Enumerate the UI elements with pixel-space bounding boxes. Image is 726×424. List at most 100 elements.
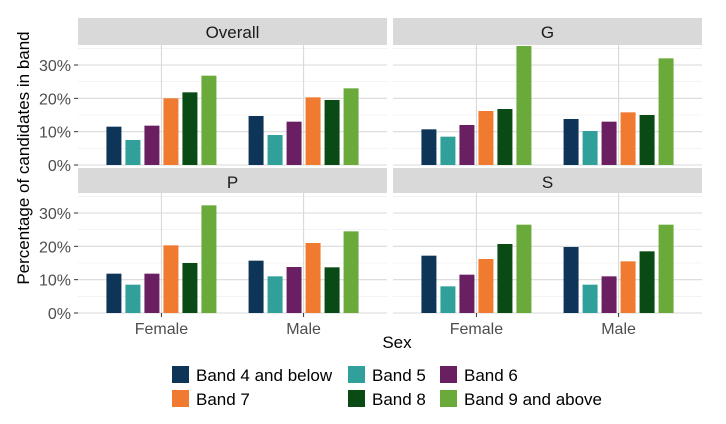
bar-band-4-and-below <box>106 273 122 313</box>
bar-band-7 <box>620 261 636 313</box>
legend-label: Band 8 <box>372 390 426 409</box>
legend-label: Band 9 and above <box>464 390 602 409</box>
bar-band-5 <box>440 136 456 165</box>
bar-band-7 <box>163 245 179 313</box>
legend-swatch <box>440 366 457 383</box>
bar-band-4-and-below <box>248 260 264 313</box>
bar-band-8 <box>497 109 513 165</box>
facet-panels: Overall G P S <box>78 18 702 314</box>
plot-panel <box>393 193 702 313</box>
bar-band-9-and-above <box>343 88 359 165</box>
legend-item: Band 9 and above <box>440 390 602 409</box>
legend: Band 4 and below Band 5 Band 6 Band 7 Band 8… <box>172 366 602 409</box>
facet-title: P <box>227 173 238 192</box>
bar-band-5 <box>440 286 456 313</box>
legend-item: Band 7 <box>172 390 250 409</box>
bar-band-6 <box>144 273 160 313</box>
bar-band-8 <box>324 100 340 165</box>
y-axis-title: Percentage of candidates in band <box>14 31 33 284</box>
legend-label: Band 4 and below <box>196 366 333 385</box>
facet-title: Overall <box>206 23 260 42</box>
x-tick-label: Female <box>135 321 188 338</box>
facet-strip <box>393 18 702 45</box>
bar-band-6 <box>459 125 475 165</box>
bar-band-8 <box>639 115 655 165</box>
legend-label: Band 6 <box>464 366 518 385</box>
facet-title: S <box>542 173 553 192</box>
bar-band-4-and-below <box>563 119 579 165</box>
plot-panel <box>78 193 387 313</box>
bar-band-6 <box>459 274 475 313</box>
legend-item: Band 5 <box>348 366 426 385</box>
legend-swatch <box>172 366 189 383</box>
y-tick-label: 30% <box>39 58 71 75</box>
bar-band-8 <box>182 92 198 165</box>
y-tick-label: 20% <box>39 91 71 108</box>
bar-band-7 <box>478 259 494 313</box>
facet-overall: Overall <box>78 18 387 166</box>
bar-band-5 <box>582 131 598 165</box>
bar-band-8 <box>182 263 198 313</box>
bar-band-9-and-above <box>658 58 674 166</box>
x-axis-title: Sex <box>382 333 412 352</box>
legend-label: Band 7 <box>196 390 250 409</box>
bar-band-9-and-above <box>201 75 217 165</box>
bar-band-6 <box>144 125 160 165</box>
bar-band-4-and-below <box>421 255 437 313</box>
legend-item: Band 6 <box>440 366 518 385</box>
facet-g: G <box>393 18 702 166</box>
plot-panel <box>393 45 702 165</box>
bar-band-9-and-above <box>343 231 359 313</box>
legend-swatch <box>172 390 189 407</box>
plot-panel <box>78 45 387 165</box>
bar-band-6 <box>286 267 302 313</box>
facet-strip <box>393 168 702 195</box>
facet-strip <box>78 168 387 195</box>
x-tick-label: Female <box>450 321 503 338</box>
bar-band-7 <box>478 111 494 165</box>
bar-band-5 <box>125 284 141 313</box>
bar-band-9-and-above <box>201 205 217 313</box>
y-tick-label: 20% <box>39 239 71 256</box>
facet-p: P <box>78 168 387 314</box>
bar-band-7 <box>305 243 321 313</box>
legend-item: Band 4 and below <box>172 366 333 385</box>
x-tick-label: Male <box>601 321 636 338</box>
bar-band-9-and-above <box>516 224 532 313</box>
y-tick-label: 0% <box>48 306 71 323</box>
bar-band-6 <box>601 121 617 165</box>
legend-label: Band 5 <box>372 366 426 385</box>
legend-swatch <box>440 390 457 407</box>
x-tick-label: Male <box>286 321 321 338</box>
y-axis-ticks: 0% 10% 20% 30% 0% 10% 20% 30% <box>39 58 78 323</box>
legend-swatch <box>348 390 365 407</box>
legend-item: Band 8 <box>348 390 426 409</box>
facet-strip <box>78 18 387 45</box>
facet-s: S <box>393 168 702 314</box>
bar-band-9-and-above <box>658 224 674 313</box>
bar-band-5 <box>125 140 141 165</box>
bar-band-8 <box>324 267 340 313</box>
bar-band-7 <box>305 97 321 165</box>
legend-swatch <box>348 366 365 383</box>
bar-band-7 <box>620 112 636 165</box>
bar-band-5 <box>267 276 283 313</box>
y-tick-label: 10% <box>39 273 71 290</box>
bar-band-6 <box>286 121 302 165</box>
bar-band-9-and-above <box>516 46 532 165</box>
bar-band-4-and-below <box>248 116 264 165</box>
y-tick-label: 10% <box>39 125 71 142</box>
bar-band-4-and-below <box>106 126 122 165</box>
bar-band-6 <box>601 276 617 313</box>
bar-band-5 <box>582 284 598 313</box>
y-tick-label: 0% <box>48 158 71 175</box>
bar-band-8 <box>497 244 513 313</box>
y-tick-label: 30% <box>39 206 71 223</box>
bar-band-7 <box>163 98 179 165</box>
bar-band-4-and-below <box>563 247 579 313</box>
facet-title: G <box>541 23 554 42</box>
bar-band-4-and-below <box>421 129 437 165</box>
x-axis-ticks: Female Male Female Male <box>135 313 636 338</box>
bar-band-5 <box>267 135 283 165</box>
